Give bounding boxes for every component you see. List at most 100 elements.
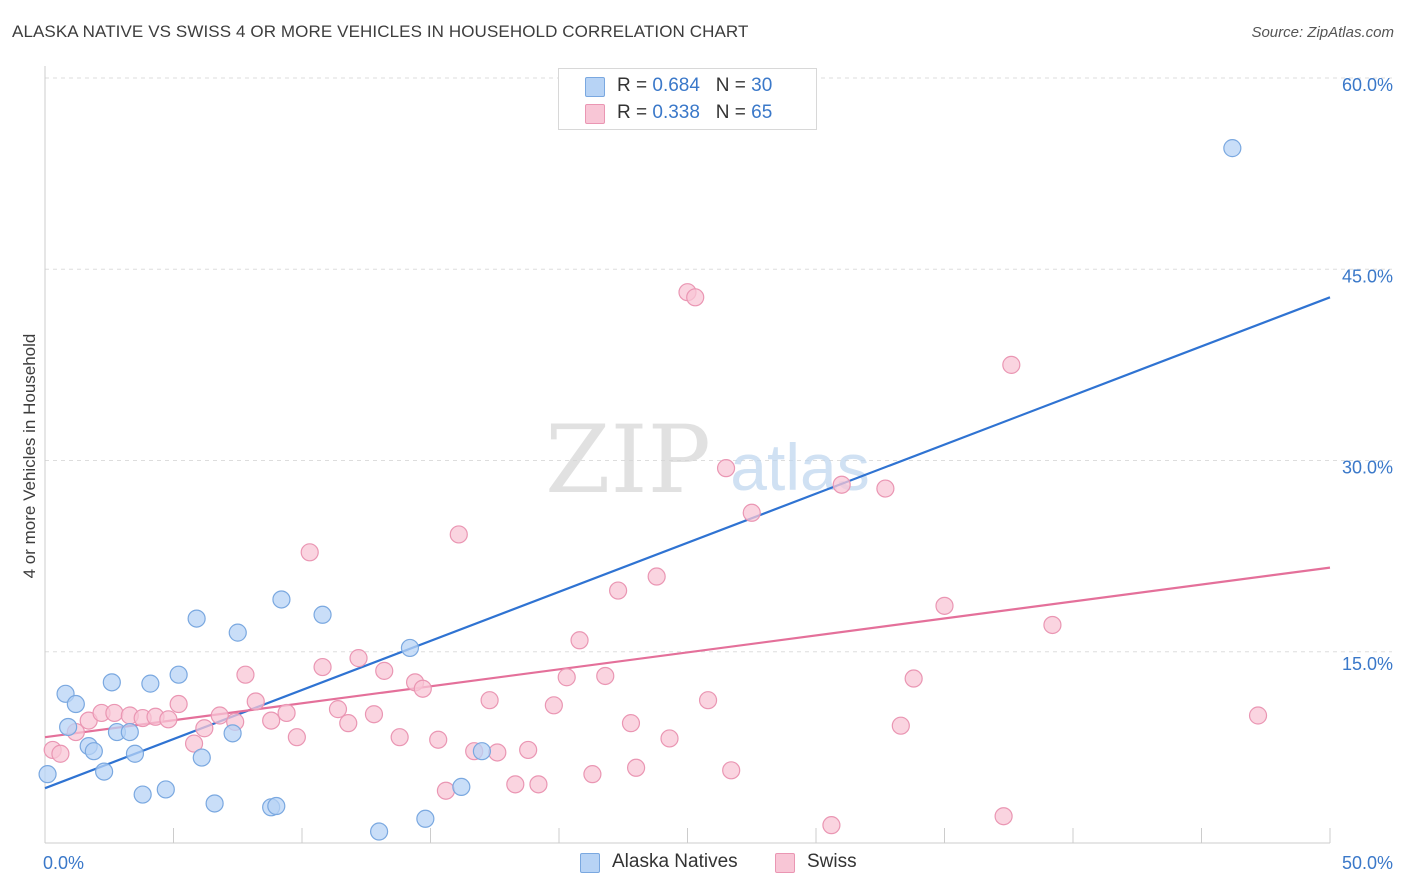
swiss-point: [544, 696, 563, 715]
r-value: 0.338: [652, 102, 700, 123]
alaska-natives-point: [472, 742, 491, 761]
swiss-point: [287, 728, 306, 747]
alaska-natives-point: [267, 796, 286, 816]
swiss-point: [647, 567, 666, 586]
swiss-point: [1043, 615, 1062, 635]
swiss-point: [506, 775, 525, 794]
swiss-point: [300, 543, 319, 562]
swiss-point: [742, 503, 761, 522]
swiss-point: [557, 668, 576, 687]
stats-text: R = 0.684 N = 30: [617, 75, 773, 96]
swiss-point: [891, 716, 910, 735]
swiss-point: [436, 781, 456, 800]
swiss-point: [716, 459, 736, 478]
swiss-point: [488, 743, 507, 762]
swiss-trend-line: [44, 566, 1331, 739]
alaska-natives-point: [66, 694, 85, 714]
axes: [44, 66, 1331, 844]
alaska-natives-point: [1223, 139, 1242, 158]
swiss-point: [1002, 355, 1021, 374]
swiss-point: [609, 581, 628, 600]
x-tick-label: 0.0%: [43, 853, 84, 873]
swiss-point: [449, 525, 468, 544]
watermark-atlas: atlas: [730, 430, 869, 504]
swiss-point: [349, 649, 368, 668]
series-legend: Alaska Natives Swiss: [0, 851, 1406, 877]
alaska-natives-point: [169, 665, 188, 684]
swiss-point: [364, 705, 384, 724]
alaska-natives-point: [228, 623, 247, 642]
swiss-point: [529, 775, 548, 794]
swiss-point: [519, 740, 538, 760]
alaska-natives-point: [141, 674, 160, 693]
watermark-zip: ZIP: [545, 406, 711, 515]
swiss-point: [413, 679, 432, 698]
swiss-point: [832, 475, 851, 494]
y-axis-title: 4 or more Vehicles in Household: [20, 333, 39, 579]
swiss-point: [328, 700, 348, 719]
swiss-point: [583, 765, 602, 784]
y-tick-label: 60.0%: [1342, 75, 1393, 95]
swiss-point: [698, 691, 718, 710]
swiss-point: [313, 657, 332, 677]
alaska-natives-point: [416, 809, 435, 828]
source-credit: Source: ZipAtlas.com: [1251, 24, 1394, 41]
chart-title: ALASKA NATIVE VS SWISS 4 OR MORE VEHICLE…: [12, 22, 749, 41]
swiss-point: [375, 661, 394, 680]
tick-labels: 15.0% 30.0% 45.0% 60.0% 0.0% 50.0%: [43, 75, 1393, 873]
swiss-swatch: [775, 853, 795, 873]
alaska-natives-point: [192, 748, 211, 767]
alaska-natives-point: [205, 794, 224, 813]
legend-label: Alaska Natives: [612, 851, 738, 872]
stats-text: R = 0.338 N = 65: [617, 102, 773, 123]
alaska-natives-point: [102, 673, 121, 692]
swiss-point: [596, 666, 615, 686]
alaska-natives-point: [400, 638, 420, 658]
alaska-natives-point: [125, 744, 145, 763]
y-tick-label: 45.0%: [1342, 266, 1393, 286]
swiss-point: [935, 596, 954, 615]
r-value: 0.684: [652, 75, 700, 96]
alaska-natives-swatch: [585, 77, 605, 97]
alaska-natives-point: [272, 590, 291, 609]
swiss-point: [210, 706, 229, 725]
alaska-natives-point: [95, 762, 114, 781]
watermark: ZIP atlas: [545, 406, 870, 515]
swiss-point: [195, 719, 214, 738]
stats-legend: R = 0.684 N = 30 R = 0.338 N = 65: [558, 68, 817, 130]
swiss-point: [994, 807, 1013, 826]
alaska-natives-point: [133, 785, 152, 804]
alaska-natives-point: [59, 717, 78, 737]
swiss-point: [105, 703, 124, 723]
swiss-point: [626, 758, 646, 777]
swiss-point: [822, 816, 841, 835]
swiss-point: [159, 710, 178, 729]
swiss-point: [236, 665, 255, 684]
swiss-point: [686, 288, 705, 307]
swiss-point: [339, 714, 358, 733]
swiss-point: [390, 728, 409, 747]
swiss-point: [184, 734, 204, 753]
swiss-point: [722, 761, 741, 780]
swiss-point: [660, 729, 679, 748]
swiss-point: [621, 714, 641, 733]
gridlines: [45, 77, 1392, 653]
alaska-natives-point: [120, 722, 139, 742]
legend-label: Swiss: [807, 851, 857, 872]
alaska-natives-point: [452, 777, 471, 797]
n-value: 30: [751, 75, 773, 96]
alaska-natives-point: [370, 822, 389, 841]
alaska-natives-point: [156, 780, 175, 799]
alaska-natives-point: [223, 724, 242, 743]
swiss-point: [262, 711, 281, 730]
swiss-point: [480, 691, 499, 710]
swiss-point: [904, 669, 923, 688]
n-value: 65: [751, 102, 773, 123]
swiss-point: [1248, 706, 1268, 725]
alaska-natives-point: [38, 765, 57, 784]
alaska-natives-point: [313, 605, 332, 624]
x-tick-label: 50.0%: [1342, 853, 1393, 873]
alaska-natives-point: [84, 742, 103, 761]
alaska-natives-swatch: [580, 853, 600, 873]
